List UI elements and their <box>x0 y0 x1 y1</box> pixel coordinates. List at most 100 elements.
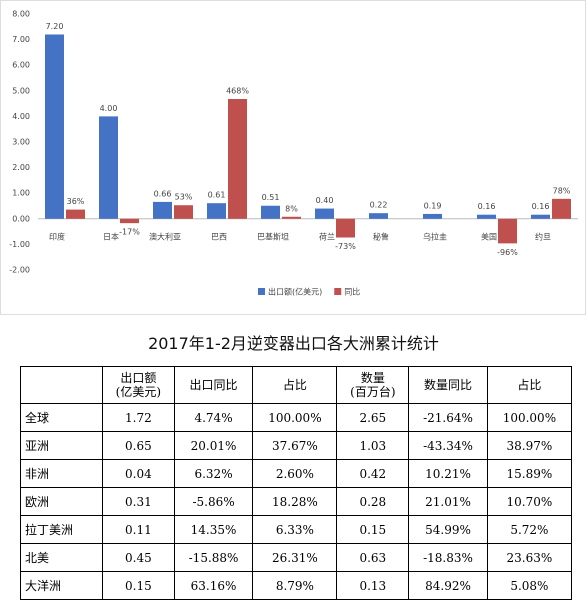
data-label: 0.51 <box>262 193 280 202</box>
table-row: 非洲 0.04 6.32% 2.60% 0.42 10.21% 15.89% <box>20 459 573 488</box>
header-cell: 数量 (百万台) <box>336 366 410 404</box>
header-text: (亿美元) <box>115 385 162 399</box>
y-tick-label: 6.00 <box>12 61 30 70</box>
bar <box>261 205 280 219</box>
bar <box>282 216 301 219</box>
header-cell: 出口同比 <box>173 366 254 404</box>
table-cell: 拉丁美洲 <box>20 515 103 544</box>
table-cell: 0.28 <box>336 487 410 516</box>
data-label: -17% <box>119 228 140 237</box>
table-cell: -18.83% <box>408 543 488 572</box>
data-label: 78% <box>553 186 571 195</box>
table-cell: 0.13 <box>336 571 410 600</box>
bar <box>552 198 571 219</box>
header-text: 出口同比 <box>189 378 238 392</box>
table-cell: 8.79% <box>252 571 338 600</box>
table-cell: 6.32% <box>173 459 254 488</box>
header-text: 数量同比 <box>423 378 472 392</box>
table-cell: 北美 <box>20 543 103 572</box>
chart: -2.00 -1.00 0.00 1.00 2.00 3.00 4.00 5.00 6.00 7.… <box>0 0 586 315</box>
header-cell: 出口额 (亿美元) <box>102 366 175 404</box>
table-cell: 1.03 <box>336 431 410 460</box>
table-title: 2017年1-2月逆变器出口各大洲累计统计 <box>148 334 439 353</box>
table-cell: 4.74% <box>173 403 254 432</box>
y-tick-label: 2.00 <box>12 163 30 172</box>
x-tick-label: 巴基斯坦 <box>257 231 289 241</box>
table-cell: 非洲 <box>20 459 103 488</box>
data-label: 0.19 <box>424 201 442 210</box>
y-tick-label: 5.00 <box>12 86 30 95</box>
y-tick-label: -1.00 <box>9 240 30 249</box>
table-cell: 26.31% <box>252 543 338 572</box>
header-text: 数量 <box>360 371 385 385</box>
x-tick-label: 乌拉圭 <box>423 231 447 241</box>
x-tick-label: 美国 <box>481 231 497 241</box>
table-cell: 大洋洲 <box>20 571 103 600</box>
table-cell: 5.08% <box>486 571 573 600</box>
table-row: 拉丁美洲 0.11 14.35% 6.33% 0.15 54.99% 5.72% <box>20 515 573 544</box>
data-label: -73% <box>335 242 356 251</box>
data-label: 0.61 <box>208 191 226 200</box>
table-row: 欧洲 0.31 -5.86% 18.28% 0.28 21.01% 10.70% <box>20 487 573 516</box>
table-cell: 54.99% <box>408 515 488 544</box>
table-cell: 亚洲 <box>20 431 103 460</box>
table-cell: 100.00% <box>252 403 338 432</box>
legend-label: 出口额(亿美元) <box>268 287 322 297</box>
header-text: 出口额 <box>120 371 157 385</box>
table-cell: 21.01% <box>408 487 488 516</box>
data-label: 4.00 <box>100 104 118 113</box>
bar <box>369 213 388 219</box>
x-tick-label: 日本 <box>103 231 119 241</box>
bar <box>531 214 550 219</box>
header-text: (百万台) <box>350 385 396 399</box>
table-cell: 14.35% <box>173 515 254 544</box>
data-label: -96% <box>497 248 518 257</box>
table-cell: 100.00% <box>486 403 573 432</box>
table-cell: 0.04 <box>102 459 175 488</box>
table-cell: 全球 <box>20 403 103 432</box>
bar <box>174 205 193 219</box>
table-cell: 20.01% <box>173 431 254 460</box>
y-tick-label: 8.00 <box>12 10 30 19</box>
table-cell: 10.70% <box>486 487 573 516</box>
chart-frame <box>0 0 586 315</box>
table-cell: 18.28% <box>252 487 338 516</box>
table-cell: 5.72% <box>486 515 573 544</box>
table-cell: -5.86% <box>173 487 254 516</box>
table-cell: 23.63% <box>486 543 573 572</box>
data-label: 0.40 <box>316 196 334 205</box>
table-cell: 0.42 <box>336 459 410 488</box>
data-label: 0.16 <box>478 202 496 211</box>
y-tick-label: 1.00 <box>12 189 30 198</box>
table-cell: 15.89% <box>486 459 573 488</box>
table-row: 北美 0.45 -15.88% 26.31% 0.63 -18.83% 23.63% <box>20 543 573 572</box>
table-cell: -43.34% <box>408 431 488 460</box>
table-cell: 0.11 <box>102 515 175 544</box>
table-row: 亚洲 0.65 20.01% 37.67% 1.03 -43.34% 38.97% <box>20 431 573 460</box>
y-tick-label: 3.00 <box>12 138 30 147</box>
data-label: 468% <box>226 86 249 95</box>
x-tick-label: 荷兰 <box>319 231 335 241</box>
table-cell: 0.15 <box>336 515 410 544</box>
table-cell: 0.15 <box>102 571 175 600</box>
bar <box>45 34 64 219</box>
table-cell: 38.97% <box>486 431 573 460</box>
table-cell: 0.65 <box>102 431 175 460</box>
y-tick-label: 7.00 <box>12 35 30 44</box>
header-text: 占比 <box>282 378 307 392</box>
table-row: 大洋洲 0.15 63.16% 8.79% 0.13 84.92% 5.08% <box>20 571 573 600</box>
bar <box>423 213 442 219</box>
table-cell: 0.63 <box>336 543 410 572</box>
table-cell: 欧洲 <box>20 487 103 516</box>
bar <box>498 218 517 244</box>
table-cell: 0.45 <box>102 543 175 572</box>
header-text: 占比 <box>517 378 542 392</box>
table-row: 全球 1.72 4.74% 100.00% 2.65 -21.64% 100.00% <box>20 403 573 432</box>
bar <box>477 214 496 219</box>
table-cell: 10.21% <box>408 459 488 488</box>
bar <box>99 116 118 219</box>
data-label: 0.66 <box>154 189 172 198</box>
table: 出口额 (亿美元) 出口同比 占比 数量 (百万台) 数量同比 占比全球 1.72 4.74% 10… <box>20 366 573 600</box>
y-tick-label: 0.00 <box>12 214 30 223</box>
